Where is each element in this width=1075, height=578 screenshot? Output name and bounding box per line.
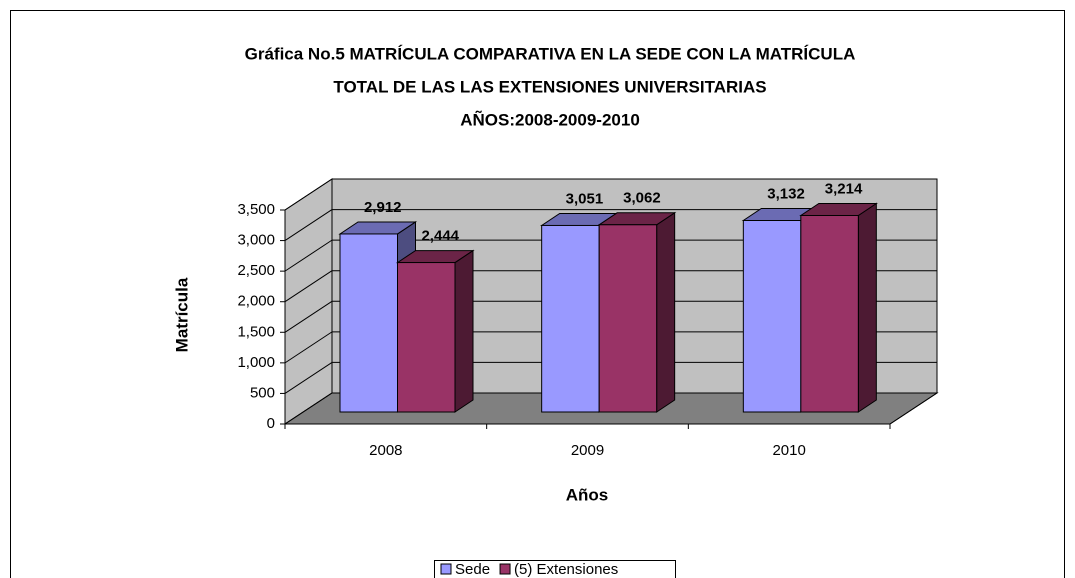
legend-label: Sede [455, 561, 490, 578]
grid-line [284, 209, 333, 241]
bar [397, 262, 456, 413]
legend-swatch [440, 563, 452, 575]
grid-line [284, 362, 333, 394]
floor-edge [889, 392, 938, 425]
data-label: 2,444 [421, 228, 459, 245]
bar-side [857, 202, 877, 413]
data-label: 2,912 [364, 199, 402, 216]
y-tick-label: 0 [267, 415, 275, 432]
side-wall [284, 178, 333, 425]
y-tick-label: 1,500 [237, 323, 275, 340]
y-tick-label: 3,500 [237, 201, 275, 218]
y-tick-label: 2,500 [237, 262, 275, 279]
y-tick-label: 500 [250, 384, 275, 401]
bar [339, 233, 398, 413]
bar [742, 220, 802, 413]
bar [541, 224, 600, 413]
legend-swatch [499, 563, 511, 575]
grid-line [284, 178, 333, 211]
data-label: 3,132 [767, 185, 805, 202]
y-tick-label: 3,000 [237, 232, 275, 249]
bar-side [656, 211, 676, 413]
chart-title: Gráfica No.5 MATRÍCULA COMPARATIVA EN LA… [245, 44, 856, 63]
legend-box [434, 560, 676, 578]
data-label: 3,214 [825, 180, 863, 197]
y-tick-label: 2,000 [237, 293, 275, 310]
chart-title: AÑOS:2008-2009-2010 [460, 109, 640, 129]
chart-title: TOTAL DE LAS LAS EXTENSIONES UNIVERSITAR… [333, 77, 766, 96]
data-label: 3,051 [566, 190, 604, 207]
legend-label: (5) Extensiones [514, 561, 618, 578]
grid-line [284, 239, 333, 272]
x-tick-label: 2008 [369, 442, 402, 459]
y-axis-title: Matrícula [172, 277, 191, 352]
grid-line [284, 331, 333, 364]
grid-line [284, 300, 333, 333]
x-tick-label: 2009 [571, 442, 604, 459]
grid-line [284, 270, 333, 303]
grid-line [284, 392, 333, 425]
bar [800, 214, 859, 413]
x-tick-label: 2010 [772, 442, 805, 459]
x-axis-title: Años [566, 485, 609, 504]
bar [598, 224, 658, 413]
data-label: 3,062 [623, 190, 661, 207]
y-tick-label: 1,000 [237, 354, 275, 371]
bar-side [454, 249, 474, 413]
